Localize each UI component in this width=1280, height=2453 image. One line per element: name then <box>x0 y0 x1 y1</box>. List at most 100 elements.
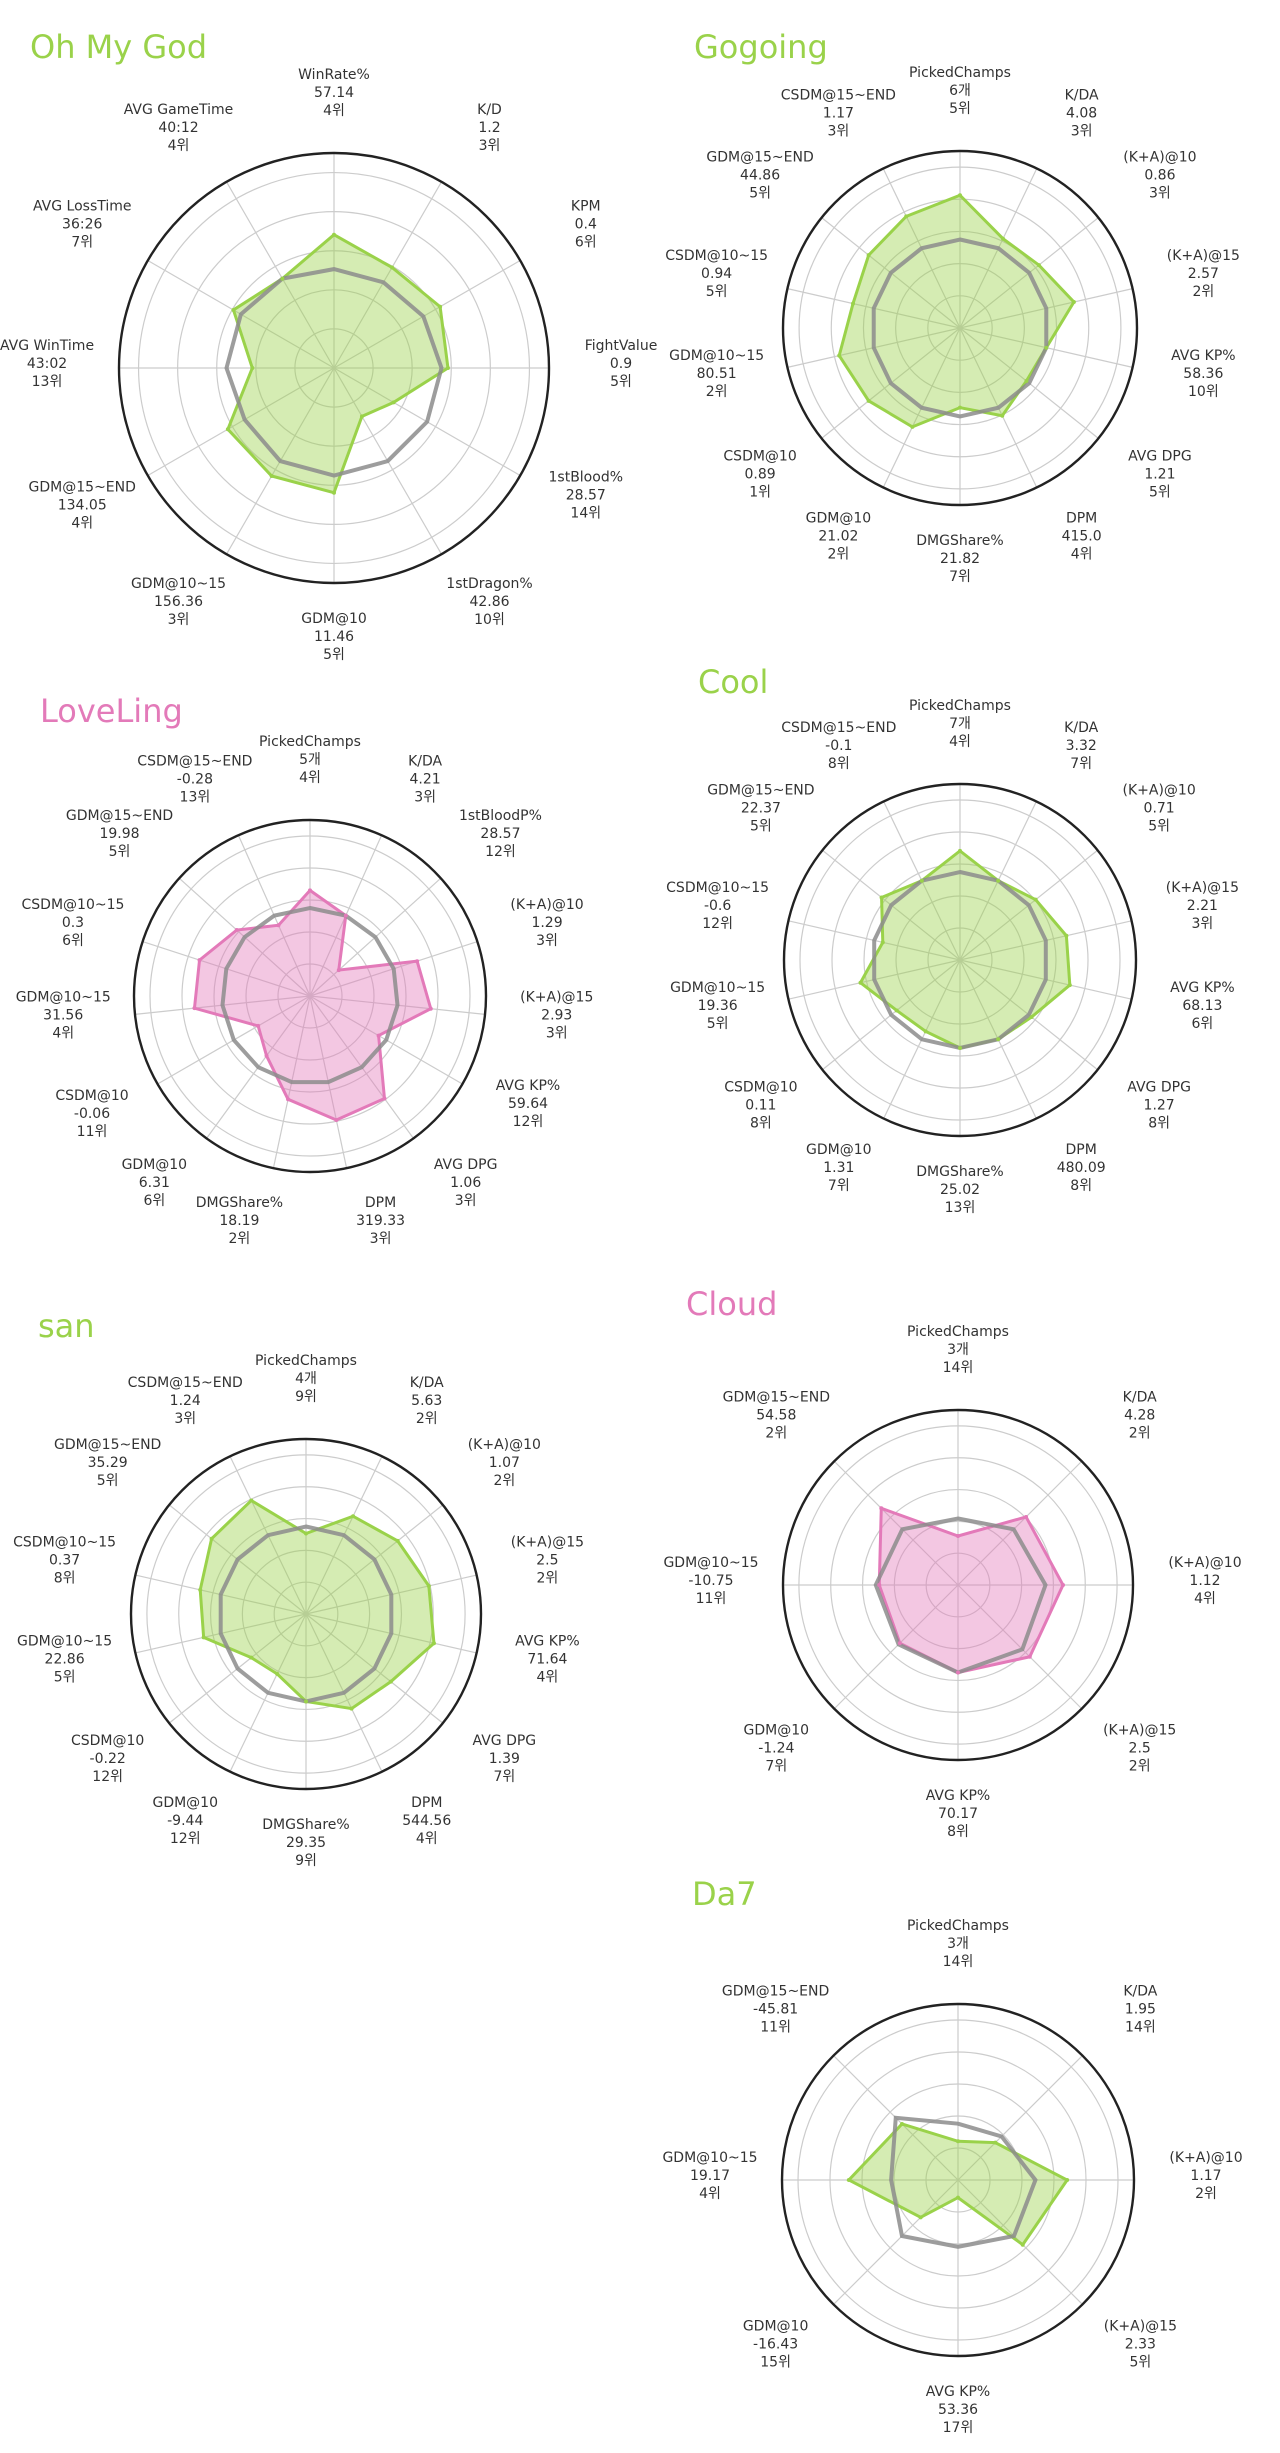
axis-value: 21.02 <box>818 529 858 545</box>
axis-name: 1stDragon% <box>446 576 532 592</box>
player-point <box>879 895 884 900</box>
player-point <box>249 1655 254 1660</box>
axis-label: CSDM@10~15 0.37 8위 <box>13 1534 116 1586</box>
axis-label: GDM@10 21.02 2위 <box>806 511 872 563</box>
axis-rank: 5위 <box>707 1016 729 1032</box>
player-point <box>956 2195 960 2200</box>
axis-name: K/DA <box>1123 1389 1157 1405</box>
player-point <box>286 1097 291 1102</box>
axis-rank: 5위 <box>1129 2354 1151 2370</box>
axis-rank: 5위 <box>323 647 345 663</box>
player-point <box>1064 933 1069 938</box>
axis-name: AVG KP% <box>926 1788 990 1804</box>
axis-value: 1.2 <box>478 120 500 136</box>
axis-name: AVG KP% <box>515 1634 579 1650</box>
axis-label: GDM@10~15 31.56 4위 <box>16 989 111 1041</box>
player-point <box>438 304 443 309</box>
axis-rank: 2위 <box>493 1473 515 1489</box>
axis-value: 0.37 <box>49 1552 80 1568</box>
player-point <box>431 1641 436 1646</box>
player-point <box>958 193 962 198</box>
axis-label: DMGShare% 21.82 7위 <box>916 533 1003 585</box>
axis-rank: 14위 <box>570 506 601 522</box>
axis-rank: 12위 <box>170 1831 201 1847</box>
axis-value: 22.86 <box>45 1652 85 1668</box>
axis-label: GDM@10 -16.43 15위 <box>743 2318 809 2370</box>
axis-label: GDM@15~END 19.98 5위 <box>66 808 173 860</box>
axis-value: 4개 <box>295 1371 317 1387</box>
axis-name: (K+A)@15 <box>1166 880 1239 896</box>
axis-label: GDM@10~15 19.17 4위 <box>662 2150 757 2202</box>
axis-rank: 8위 <box>54 1570 76 1586</box>
axis-label: GDM@15~END -45.81 11위 <box>722 1984 829 2036</box>
player-point <box>1071 300 1076 305</box>
player-point <box>198 1587 203 1592</box>
axis-rank: 11위 <box>760 2020 791 2036</box>
axis-label: GDM@10~15 156.36 3위 <box>131 576 226 628</box>
player-point <box>996 1037 1001 1042</box>
axis-rank: 11위 <box>696 1591 727 1607</box>
outer-ring <box>781 1408 1135 1762</box>
axis-rank: 6위 <box>143 1193 165 1209</box>
axis-rank: 4위 <box>52 1025 74 1041</box>
player-point <box>304 1531 308 1536</box>
axis-rank: 7위 <box>1070 756 1092 772</box>
radar-chart-3: Cool PickedChamps 7개 4위 K/DA 3.32 7위 (K+A)@10 0.… <box>666 663 1239 1216</box>
axis-rank: 5위 <box>949 101 971 117</box>
player-point <box>192 1006 197 1011</box>
axis-label: GDM@10 1.31 7위 <box>806 1142 872 1194</box>
player-point <box>445 366 450 370</box>
axis-rank: 2위 <box>765 1425 787 1441</box>
grid-spoke <box>833 1460 959 1586</box>
axis-value: 28.57 <box>566 488 606 504</box>
chart-title: Cool <box>698 663 768 701</box>
axis-value: 1.07 <box>489 1455 520 1471</box>
axis-name: (K+A)@15 <box>1104 2318 1177 2334</box>
player-point <box>877 1583 882 1587</box>
axis-rank: 17위 <box>943 2420 974 2436</box>
player-point <box>904 214 909 219</box>
axis-value: 5개 <box>299 752 321 768</box>
player-point <box>334 1117 339 1122</box>
axis-rank: 4위 <box>323 103 345 119</box>
player-point <box>996 878 1001 883</box>
axis-value: 156.36 <box>154 594 203 610</box>
axis-label: PickedChamps 7개 4위 <box>909 698 1011 750</box>
axis-rank: 3위 <box>536 933 558 949</box>
axis-rank: 7위 <box>949 569 971 585</box>
player-point <box>1029 1015 1034 1020</box>
axis-label: (K+A)@10 0.71 5위 <box>1123 782 1196 834</box>
axis-label: DPM 480.09 8위 <box>1057 1142 1106 1194</box>
axis-value: 4.21 <box>410 771 441 787</box>
axis-value: 42.86 <box>469 594 509 610</box>
axis-name: AVG DPG <box>1127 1080 1191 1096</box>
axis-name: AVG DPG <box>434 1157 498 1173</box>
chart-title: Gogoing <box>694 28 828 66</box>
player-point <box>256 1023 261 1028</box>
axis-value: 415.0 <box>1062 529 1102 545</box>
axis-name: AVG LossTime <box>33 199 132 215</box>
axis-rank: 7위 <box>493 1769 515 1785</box>
axis-rank: 7위 <box>71 235 93 251</box>
axis-label: (K+A)@10 1.17 2위 <box>1169 2150 1242 2202</box>
axis-label: GDM@15~END 35.29 5위 <box>54 1437 161 1489</box>
axis-rank: 11위 <box>77 1124 108 1140</box>
axis-value: 22.37 <box>741 800 781 816</box>
player-point <box>388 1679 393 1684</box>
axis-value: 4.28 <box>1124 1407 1155 1423</box>
axis-rank: 3위 <box>1191 916 1213 932</box>
axis-rank: 14위 <box>1125 2020 1156 2036</box>
axis-rank: 4위 <box>537 1670 559 1686</box>
axis-label: (K+A)@15 2.93 3위 <box>520 989 593 1041</box>
axis-name: K/DA <box>1123 1984 1157 2000</box>
average-series-line <box>224 267 444 478</box>
axis-value: 0.11 <box>745 1098 776 1114</box>
axis-label: 1stBlood% 28.57 14위 <box>549 470 624 522</box>
player-point <box>250 366 255 370</box>
axis-rank: 14위 <box>943 1954 974 1970</box>
axis-value: 1.29 <box>531 915 562 931</box>
axis-rank: 14위 <box>943 1360 974 1376</box>
axis-value: 3개 <box>947 1936 969 1952</box>
axis-rank: 9위 <box>295 1389 317 1405</box>
chart-title: Oh My God <box>30 28 207 66</box>
